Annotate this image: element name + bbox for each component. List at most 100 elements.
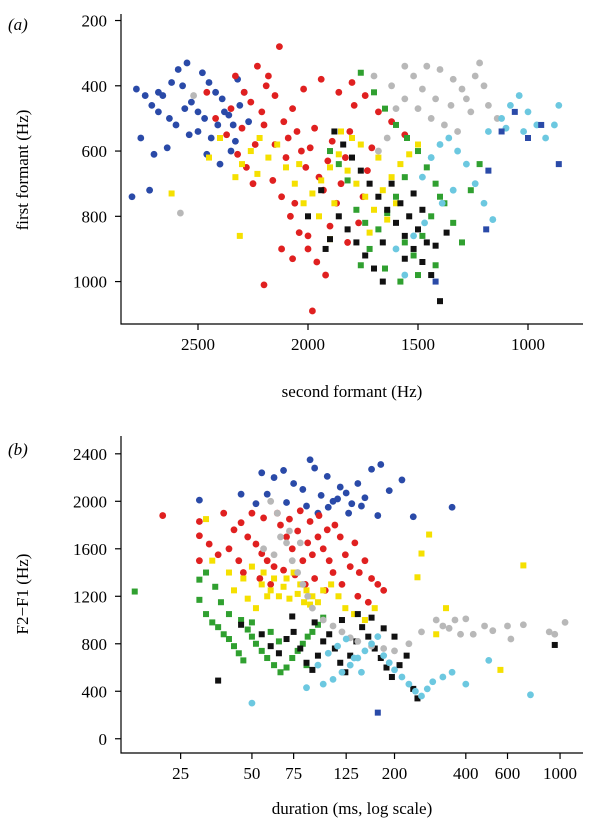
panel-a-point [317, 75, 325, 83]
panel-b-point [308, 604, 316, 612]
panel-b-point [527, 691, 534, 699]
panel-b-point [368, 640, 375, 648]
panel-a-point [432, 242, 439, 249]
panel-a-point [379, 239, 386, 246]
panel-a-point [480, 199, 488, 207]
panel-a-point [247, 98, 255, 106]
panel-b-point [335, 593, 342, 600]
panel-a-point [227, 105, 235, 113]
panel-b-point [195, 557, 203, 565]
panel-a-point [349, 154, 355, 161]
panel-a-point [271, 92, 279, 99]
panel-b-point [380, 645, 388, 652]
panel-a-point [223, 131, 231, 139]
panel-b-point [411, 687, 419, 695]
panel-b-point [398, 673, 406, 681]
panel-a-point [262, 82, 270, 90]
panel-a-x-tick-label: 1000 [511, 335, 545, 354]
panel-b-point [209, 619, 216, 626]
panel-b-point [238, 621, 245, 628]
panel-b-point [365, 633, 372, 640]
panel-a-point [340, 141, 347, 148]
panel-b-point [469, 630, 477, 638]
panel-a-point [318, 187, 325, 194]
panel-b-point [217, 599, 224, 606]
panel-b-point [314, 533, 322, 541]
panel-b-point [351, 539, 359, 547]
panel-b-point [380, 586, 388, 594]
panel-b-point [329, 569, 337, 576]
panel-a-point [485, 101, 492, 109]
panel-a-point [419, 173, 426, 181]
panel-a-point [384, 216, 391, 223]
panel-b-point [235, 650, 242, 657]
panel-a-y-tick-label: 800 [82, 207, 108, 226]
panel-b-point [351, 611, 358, 618]
panel-a-point [463, 160, 470, 168]
panel-b-point [325, 557, 333, 565]
panel-b-point [220, 509, 228, 517]
panel-b-x-tick-label: 1000 [543, 764, 577, 783]
panel-b-point [283, 499, 290, 506]
panel-a-point [254, 62, 261, 70]
panel-b-point [275, 650, 282, 657]
panel-b-point [270, 563, 278, 570]
panel-b-point [258, 647, 265, 654]
panel-b-point [418, 692, 425, 700]
panel-a-point [357, 141, 364, 148]
panel-a-point [449, 75, 457, 83]
panel-a-point [437, 298, 443, 305]
panel-b-point [545, 628, 553, 636]
panel-b-point [388, 674, 395, 681]
panel-b-point [238, 617, 245, 624]
panel-a-point [458, 85, 466, 93]
panel-a-point [498, 128, 505, 135]
panel-a-point [410, 252, 417, 259]
panel-b-point [347, 652, 354, 659]
panel-a-point [525, 135, 531, 141]
panel-b-point [346, 661, 354, 669]
panel-a-point [335, 88, 343, 96]
panel-b-point [383, 664, 390, 671]
panel-b-point [309, 628, 316, 635]
panel-a-point [414, 105, 422, 113]
panel-a-point [362, 252, 369, 259]
panel-a-point [225, 111, 233, 119]
panel-b-point [423, 685, 431, 693]
panel-b-point [391, 647, 398, 655]
panel-a-point [382, 105, 388, 112]
panel-a-x-ticks: 2500 2000 1500 1000 [181, 324, 545, 354]
panel-b-point [230, 643, 237, 650]
panel-b-axes [120, 436, 583, 754]
panel-b-y-ticks: 0 400 800 1200 1600 2000 2400 [73, 445, 121, 749]
panel-b-point [290, 628, 297, 635]
panel-a-point [471, 180, 479, 188]
panel-b-point [277, 669, 284, 676]
panel-b-x-tick-label: 125 [333, 764, 359, 783]
panel-b-point [403, 652, 410, 659]
panel-b-y-tick-label: 2000 [73, 492, 107, 511]
panel-a-point [172, 121, 180, 129]
panel-b-point [294, 569, 302, 576]
panel-b-point [304, 592, 312, 600]
panel-b-y-tick-label: 1200 [73, 587, 107, 606]
panel-a-point [392, 105, 400, 113]
panel-a-point [289, 105, 296, 113]
panel-b-point [432, 616, 440, 624]
panel-a-point [366, 229, 373, 236]
panel-a-point [269, 177, 277, 184]
panel-a-point [368, 144, 376, 152]
panel-b-point [294, 590, 301, 597]
panel-b-point [341, 551, 349, 559]
panel-a-points [128, 43, 563, 315]
panel-a-point [155, 88, 162, 96]
panel-b-point [481, 622, 488, 630]
panel-b-y-tick-label: 800 [82, 635, 108, 654]
panel-b-y-tick-label: 1600 [73, 540, 107, 559]
panel-a-point [291, 199, 299, 207]
panel-b-point [244, 595, 251, 602]
panel-a-point [353, 180, 360, 187]
panel-a-point [432, 95, 439, 103]
panel-b-point [429, 678, 437, 686]
panel-a-point [260, 121, 268, 129]
